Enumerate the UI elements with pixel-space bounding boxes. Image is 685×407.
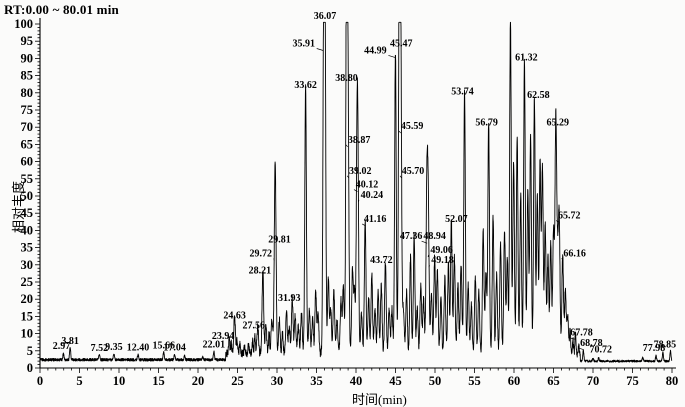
x-axis-title: 时间(min)	[352, 392, 407, 407]
x-tick-label: 60	[508, 374, 521, 388]
y-tick-label: 35	[21, 241, 34, 255]
x-tick-label: 50	[429, 374, 442, 388]
peak-label-52.07: 52.07	[445, 214, 468, 225]
peak-label-3.81: 3.81	[61, 336, 79, 347]
y-tick-label: 30	[21, 258, 34, 272]
peak-label-45.47: 45.47	[390, 39, 413, 50]
x-tick-label: 5	[76, 374, 82, 388]
peak-label-9.35: 9.35	[105, 342, 123, 353]
peak-label-65.72: 65.72	[558, 211, 581, 222]
x-tick-label: 40	[350, 374, 363, 388]
y-axis-title: 相对丰度	[11, 180, 26, 233]
peak-label-68.78: 68.78	[580, 338, 603, 349]
x-tick-label: 0	[37, 374, 43, 388]
y-tick-label: 25	[21, 275, 34, 289]
peak-label-38.87: 38.87	[348, 135, 371, 146]
peak-label-48.94: 48.94	[423, 231, 446, 242]
rt-range-title: RT:0.00 ~ 80.01 min	[4, 2, 119, 17]
peak-label-49.18: 49.18	[431, 255, 454, 266]
x-tick-label: 30	[271, 374, 284, 388]
y-tick-label: 50	[21, 189, 34, 203]
x-tick-label: 20	[192, 374, 205, 388]
x-tick-label: 35	[310, 374, 323, 388]
peak-label-56.79: 56.79	[475, 118, 498, 129]
peak-label-65.29: 65.29	[547, 118, 570, 129]
y-tick-label: 45	[21, 206, 34, 220]
y-tick-label: 60	[21, 155, 34, 169]
peak-label-78.85: 78.85	[654, 340, 677, 351]
peak-label-22.01: 22.01	[203, 340, 226, 351]
peak-label-38.80: 38.80	[335, 73, 358, 84]
y-tick-label: 5	[27, 344, 33, 358]
peak-label-44.99: 44.99	[364, 45, 387, 56]
peak-label-7.52: 7.52	[91, 343, 109, 354]
peak-label-35.91: 35.91	[292, 39, 315, 50]
tick-marks	[35, 23, 673, 373]
y-tick-label: 70	[21, 120, 34, 134]
x-tick-label: 55	[468, 374, 481, 388]
y-tick-label: 15	[21, 309, 34, 323]
y-tick-label: 10	[21, 327, 34, 341]
y-tick-label: 40	[21, 223, 34, 237]
x-tick-label: 70	[587, 374, 600, 388]
peak-label-47.36: 47.36	[400, 231, 423, 242]
peak-label-23.94: 23.94	[212, 331, 235, 342]
peak-label-17.04: 17.04	[163, 343, 186, 354]
y-tick-label: 20	[21, 292, 34, 306]
x-tick-label: 75	[626, 374, 639, 388]
peak-label-28.21: 28.21	[249, 266, 272, 277]
peak-label-36.07: 36.07	[314, 11, 337, 22]
x-tick-label: 80	[666, 374, 679, 388]
peak-label-24.63: 24.63	[223, 310, 246, 321]
peak-label-70.72: 70.72	[589, 345, 612, 356]
peak-label-53.74: 53.74	[451, 87, 474, 98]
y-tick-label: 80	[21, 86, 34, 100]
peak-label-67.78: 67.78	[570, 327, 593, 338]
y-tick-label: 90	[21, 51, 34, 65]
y-tick-label: 100	[14, 17, 33, 31]
y-tick-label: 65	[21, 137, 34, 151]
peak-label-29.72: 29.72	[250, 248, 273, 259]
peak-label-62.58: 62.58	[527, 90, 550, 101]
y-tick-label: 0	[27, 361, 33, 375]
peak-label-45.59: 45.59	[401, 121, 424, 132]
peak-label-27.56: 27.56	[242, 321, 265, 332]
tick-labels: 0 5 10 15 20 25 30 35 40 45 50 55 60 65 70 75 80 0 5 10 15 20…	[14, 17, 678, 388]
peak-label-43.72: 43.72	[370, 255, 393, 266]
peak-label-15.66: 15.66	[152, 341, 175, 352]
peak-label-40.24: 40.24	[361, 190, 384, 201]
peak-label-33.62: 33.62	[294, 80, 317, 91]
peak-label-61.32: 61.32	[515, 52, 538, 63]
peak-label-66.16: 66.16	[563, 248, 586, 259]
peak-label-31.93: 31.93	[278, 293, 301, 304]
x-tick-label: 10	[113, 374, 126, 388]
peak-label-40.12: 40.12	[356, 180, 379, 191]
peak-label-2.97: 2.97	[53, 341, 71, 352]
x-tick-label: 25	[231, 374, 244, 388]
y-tick-label: 75	[21, 103, 34, 117]
peak-label-39.02: 39.02	[349, 166, 372, 177]
y-tick-label: 95	[21, 34, 34, 48]
peak-label-12.40: 12.40	[127, 343, 150, 354]
x-tick-label: 15	[152, 374, 165, 388]
peak-label-77.98: 77.98	[643, 343, 666, 354]
y-tick-label: 85	[21, 69, 34, 83]
y-tick-label: 55	[21, 172, 34, 186]
peak-label-41.16: 41.16	[364, 214, 387, 225]
x-tick-label: 65	[547, 374, 560, 388]
x-tick-label: 45	[389, 374, 402, 388]
peak-label-45.70: 45.70	[402, 166, 425, 177]
tic-trace	[39, 21, 673, 363]
peak-label-29.81: 29.81	[268, 235, 291, 246]
peak-label-49.06: 49.06	[430, 245, 453, 256]
